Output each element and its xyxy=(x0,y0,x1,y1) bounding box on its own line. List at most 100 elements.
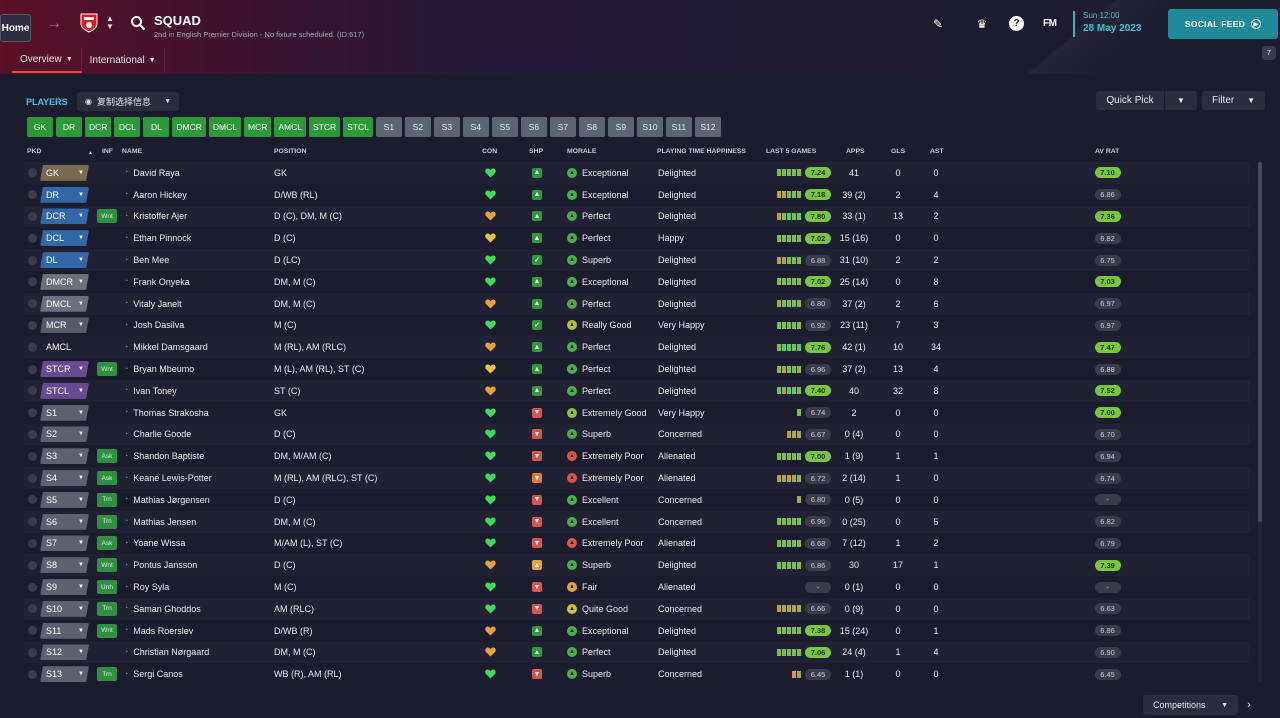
inf-badge[interactable]: Unh xyxy=(97,580,117,595)
player-name-cell[interactable]: ◔ Aaron Hickey xyxy=(124,184,274,206)
player-name[interactable]: Ben Mee xyxy=(133,255,170,266)
pkd-selector[interactable]: S6 ▼ xyxy=(40,513,89,530)
player-name-cell[interactable]: ◔ Yoane Wissa xyxy=(124,533,274,555)
inf-badge[interactable]: Wnt xyxy=(97,362,117,377)
player-name[interactable]: David Raya xyxy=(133,167,180,178)
sort-arrow-icon[interactable]: ▲ xyxy=(88,150,93,156)
tab-overview[interactable]: Overview ▼ xyxy=(12,47,82,73)
position-button-dl[interactable]: DL xyxy=(143,117,170,137)
position-button-s10[interactable]: S10 xyxy=(636,117,663,137)
inf-badge[interactable]: Wnt xyxy=(97,558,117,573)
col-con[interactable]: CON xyxy=(482,148,498,155)
row-select-dot[interactable] xyxy=(28,315,38,337)
row-select-dot[interactable] xyxy=(28,358,38,380)
inf-badge[interactable]: Wnt xyxy=(97,623,117,638)
tab-international[interactable]: International ▼ xyxy=(82,47,165,73)
table-row[interactable]: DMCR ▼ ◔ Frank Onyeka DM, M (C) ▲ ▲ Exce… xyxy=(24,271,1250,293)
player-name-cell[interactable]: ◔ Josh Dasilva xyxy=(124,315,274,337)
table-row[interactable]: DCR ▼ Wnt ◔ Kristoffer Ajer D (C), DM, M… xyxy=(24,206,1250,228)
table-row[interactable]: S11 ▼ Wnt ◔ Mads Roerslev D/WB (R) ▲ ▲ E… xyxy=(24,620,1250,642)
player-name[interactable]: Bryan Mbeumo xyxy=(133,364,195,375)
pkd-selector[interactable]: MCR ▼ xyxy=(40,317,89,334)
quick-pick-button[interactable]: Quick Pick xyxy=(1096,91,1164,110)
chevron-right-icon[interactable]: › xyxy=(1247,699,1251,711)
table-row[interactable]: S7 ▼ Ask ◔ Yoane Wissa M/AM (L), ST (C) … xyxy=(24,533,1250,555)
table-row[interactable]: S3 ▼ Ask ◔ Shandon Baptiste DM, M/AM (C)… xyxy=(24,445,1250,467)
table-row[interactable]: S9 ▼ Unh ◔ Roy Syla M (C) ▼ ▲ Fair Alien… xyxy=(24,576,1250,598)
row-select-dot[interactable] xyxy=(28,511,38,533)
position-button-gk[interactable]: GK xyxy=(27,117,53,137)
player-name-cell[interactable]: ◔ Christian Nørgaard xyxy=(124,642,274,664)
position-button-s5[interactable]: S5 xyxy=(491,117,518,137)
pkd-selector[interactable]: S7 ▼ xyxy=(40,535,89,552)
position-button-s4[interactable]: S4 xyxy=(462,117,489,137)
row-select-dot[interactable] xyxy=(28,554,38,576)
date-block[interactable]: Sun 12:00 28 May 2023 xyxy=(1073,11,1141,37)
player-name[interactable]: Charlie Goode xyxy=(133,429,192,440)
pkd-selector[interactable]: S4 ▼ xyxy=(40,470,89,487)
player-name[interactable]: Mathias Jensen xyxy=(133,516,197,527)
player-name[interactable]: Ivan Toney xyxy=(133,385,177,396)
row-select-dot[interactable] xyxy=(28,184,38,206)
notification-count-badge[interactable]: 7 xyxy=(1262,46,1276,60)
player-name[interactable]: Yoane Wissa xyxy=(133,538,186,549)
filter-button[interactable]: Filter ▼ xyxy=(1202,91,1265,110)
player-name-cell[interactable]: ◔ Ben Mee xyxy=(124,249,274,271)
position-button-s7[interactable]: S7 xyxy=(549,117,576,137)
table-row[interactable]: STCR ▼ Wnt ◔ Bryan Mbeumo M (L), AM (RL)… xyxy=(24,358,1250,380)
player-name[interactable]: Christian Nørgaard xyxy=(133,647,210,658)
player-name-cell[interactable]: ◔ Charlie Goode xyxy=(124,424,274,446)
player-name[interactable]: Ethan Pinnock xyxy=(133,233,192,244)
player-name[interactable]: Roy Syla xyxy=(133,582,170,593)
player-name-cell[interactable]: ◔ Thomas Strakosha xyxy=(124,402,274,424)
social-feed-button[interactable]: SOCIAL FEED ▶ xyxy=(1168,9,1278,39)
pkd-selector[interactable]: S9 ▼ xyxy=(40,579,89,596)
col-name[interactable]: NAME xyxy=(122,148,143,155)
pkd-selector[interactable]: S12 ▼ xyxy=(40,644,89,661)
col-gls[interactable]: GLS xyxy=(891,148,905,155)
forward-arrow-icon[interactable]: → xyxy=(46,15,62,32)
position-button-s8[interactable]: S8 xyxy=(578,117,605,137)
fm-logo[interactable]: FM xyxy=(1043,18,1057,29)
player-name[interactable]: Keane Lewis-Potter xyxy=(133,473,212,484)
player-name-cell[interactable]: ◔ Vitaly Janelt xyxy=(124,293,274,315)
club-switch-icon[interactable]: ▲ ▼ xyxy=(106,14,114,31)
col-shp[interactable]: SHP xyxy=(529,148,543,155)
position-button-stcl[interactable]: STCL xyxy=(343,117,373,137)
inf-badge[interactable]: Wnt xyxy=(97,209,117,224)
position-button-s6[interactable]: S6 xyxy=(520,117,547,137)
position-button-s1[interactable]: S1 xyxy=(375,117,402,137)
player-name-cell[interactable]: ◔ David Raya xyxy=(124,162,274,184)
table-row[interactable]: STCL ▼ ◔ Ivan Toney ST (C) ▲ ▲ Perfect D… xyxy=(24,380,1250,402)
player-name[interactable]: Frank Onyeka xyxy=(133,276,190,287)
pkd-selector[interactable]: DCR ▼ xyxy=(40,208,89,225)
row-select-dot[interactable] xyxy=(28,402,38,424)
position-button-dcr[interactable]: DCR xyxy=(85,117,112,137)
player-name-cell[interactable]: ◔ Roy Syla xyxy=(124,576,274,598)
pkd-selector[interactable]: DR ▼ xyxy=(40,186,89,203)
col-morale[interactable]: MORALE xyxy=(567,148,597,155)
pkd-selector[interactable]: S5 ▼ xyxy=(40,491,89,508)
player-name-cell[interactable]: ◔ Saman Ghoddos xyxy=(124,598,274,620)
row-select-dot[interactable] xyxy=(28,380,38,402)
row-select-dot[interactable] xyxy=(28,467,38,489)
position-button-s12[interactable]: S12 xyxy=(694,117,721,137)
table-row[interactable]: DR ▼ ◔ Aaron Hickey D/WB (RL) ▲ ▲ Except… xyxy=(24,184,1250,206)
position-button-dcl[interactable]: DCL xyxy=(114,117,141,137)
row-select-dot[interactable] xyxy=(28,336,38,358)
position-button-s2[interactable]: S2 xyxy=(404,117,431,137)
inf-badge[interactable]: Ask xyxy=(97,449,117,464)
table-row[interactable]: AMCL ◔ Mikkel Damsgaard M (RL), AM (RLC)… xyxy=(24,336,1250,358)
row-select-dot[interactable] xyxy=(28,445,38,467)
col-playing-time[interactable]: PLAYING TIME HAPPINESS xyxy=(657,148,746,155)
position-button-dmcr[interactable]: DMCR xyxy=(172,117,206,137)
inf-badge[interactable]: Trn xyxy=(97,514,117,529)
table-row[interactable]: S5 ▼ Trn ◔ Mathias Jørgensen D (C) ▼ ▲ E… xyxy=(24,489,1250,511)
player-name[interactable]: Thomas Strakosha xyxy=(133,407,209,418)
row-select-dot[interactable] xyxy=(28,598,38,620)
player-name-cell[interactable]: ◔ Keane Lewis-Potter xyxy=(124,467,274,489)
player-name[interactable]: Mathias Jørgensen xyxy=(133,494,210,505)
inf-badge[interactable]: Trn xyxy=(97,667,117,682)
position-button-s11[interactable]: S11 xyxy=(665,117,692,137)
row-select-dot[interactable] xyxy=(28,642,38,664)
